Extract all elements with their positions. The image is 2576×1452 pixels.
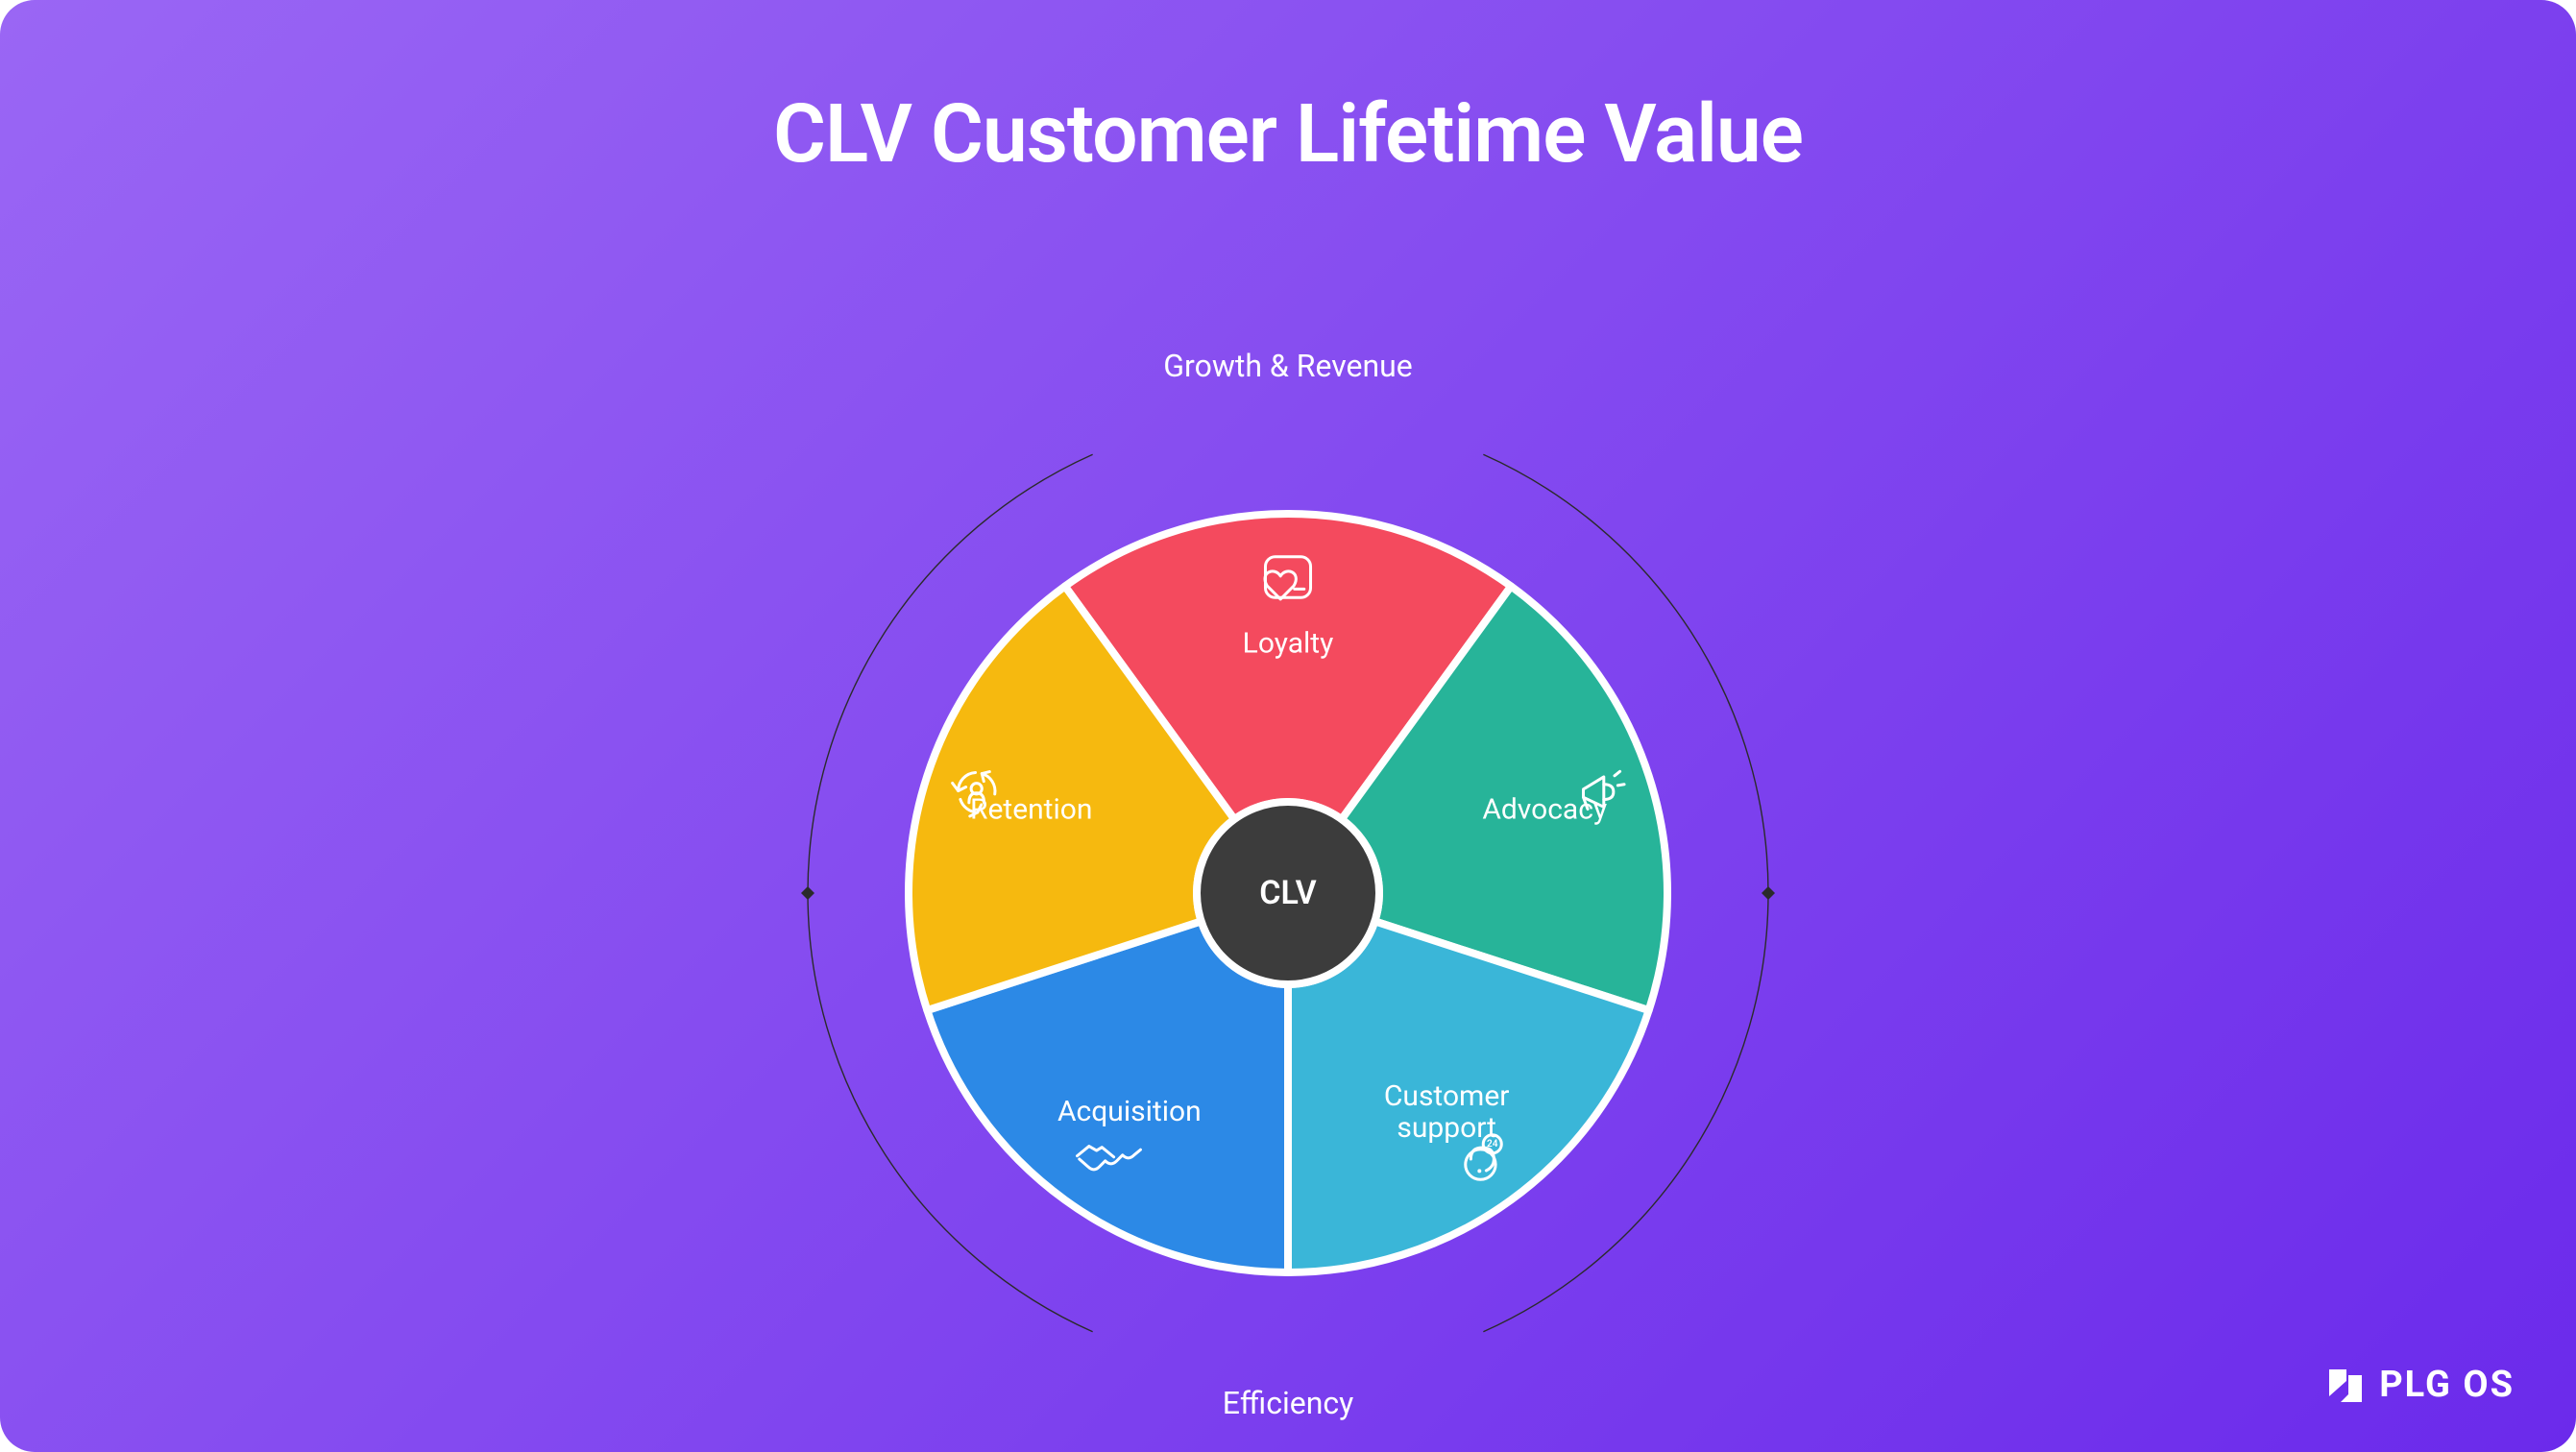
segment-label-acquisition: Acquisition xyxy=(1057,1095,1202,1128)
logo-mark-icon xyxy=(2323,1364,2366,1406)
segment-label-customer-support: Customersupport xyxy=(1384,1078,1510,1144)
segment-label-advocacy: Advocacy xyxy=(1482,793,1607,827)
center-label: CLV xyxy=(1259,874,1317,912)
segment-label-retention: Retention xyxy=(970,793,1092,827)
clv-donut-chart: CLVLoyaltyAdvocacy24CustomersupportAcqui… xyxy=(798,403,1778,1383)
page-title: CLV Customer Lifetime Value xyxy=(773,86,1803,182)
brand-logo: PLG OS xyxy=(2323,1364,2515,1406)
bottom-axis-label: Efficiency xyxy=(1223,1385,1354,1421)
logo-text: PLG OS xyxy=(2379,1364,2515,1406)
top-axis-label: Growth & Revenue xyxy=(1163,348,1413,384)
segment-label-loyalty: Loyalty xyxy=(1243,627,1334,661)
infographic-canvas: CLV Customer Lifetime Value Growth & Rev… xyxy=(0,0,2576,1452)
